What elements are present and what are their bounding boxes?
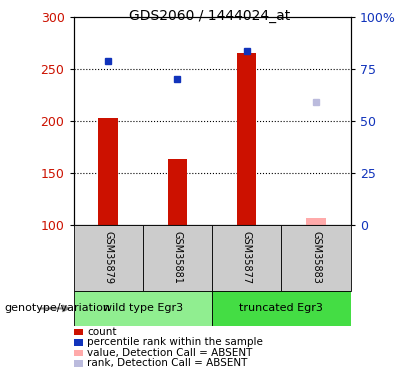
Bar	[306, 218, 326, 225]
Text: wild type Egr3: wild type Egr3	[103, 303, 183, 313]
Text: value, Detection Call = ABSENT: value, Detection Call = ABSENT	[87, 348, 252, 358]
Text: rank, Detection Call = ABSENT: rank, Detection Call = ABSENT	[87, 358, 247, 368]
Text: percentile rank within the sample: percentile rank within the sample	[87, 338, 263, 347]
Text: GSM35877: GSM35877	[242, 231, 252, 284]
Text: GSM35883: GSM35883	[311, 231, 321, 284]
Bar	[168, 159, 187, 225]
Text: GSM35879: GSM35879	[103, 231, 113, 284]
Text: count: count	[87, 327, 116, 337]
Bar	[98, 118, 118, 225]
Bar	[74, 291, 212, 326]
Text: GSM35881: GSM35881	[173, 231, 182, 284]
Bar	[74, 225, 143, 291]
Bar	[237, 53, 257, 225]
Bar	[143, 225, 212, 291]
Bar	[212, 291, 351, 326]
Text: GDS2060 / 1444024_at: GDS2060 / 1444024_at	[129, 9, 291, 23]
Bar	[281, 225, 351, 291]
Text: truncated Egr3: truncated Egr3	[239, 303, 323, 313]
Text: genotype/variation: genotype/variation	[4, 303, 110, 313]
Bar	[212, 225, 281, 291]
